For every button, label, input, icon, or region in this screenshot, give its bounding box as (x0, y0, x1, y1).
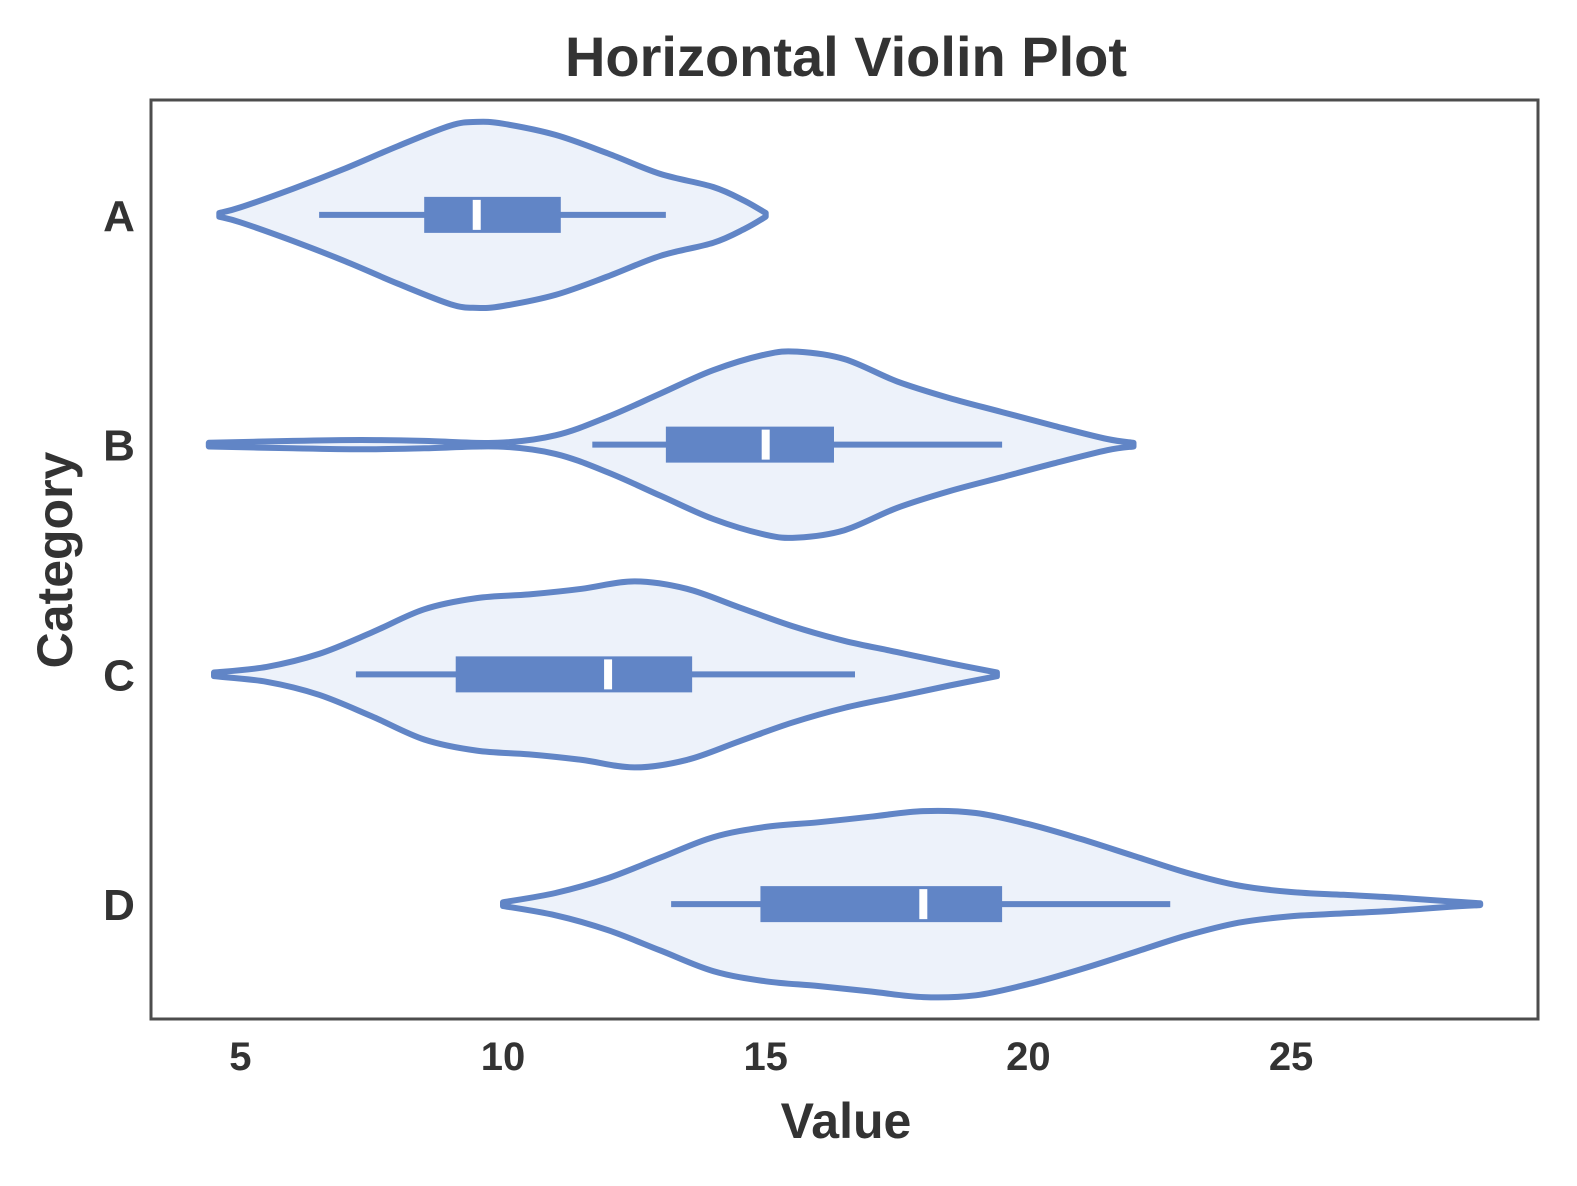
violin-d (500, 807, 1484, 1001)
violins-layer (205, 118, 1484, 1001)
x-axis-label: Value (781, 1093, 912, 1149)
x-tick-label-25: 25 (1269, 1035, 1314, 1079)
iqr-box-c (455, 656, 693, 693)
x-tick-labels: 5 10 15 20 25 (229, 1035, 1313, 1079)
y-axis-label: Category (27, 451, 83, 668)
iqr-box-d (760, 886, 1003, 923)
y-tick-label-c: C (103, 651, 135, 700)
iqr-box-b (665, 426, 834, 463)
x-tick-label-10: 10 (481, 1035, 526, 1079)
chart-title: Horizontal Violin Plot (565, 25, 1127, 88)
x-tick-label-15: 15 (743, 1035, 788, 1079)
y-tick-label-a: A (103, 192, 135, 241)
median-mark-b (761, 429, 770, 460)
iqr-box-a (424, 196, 561, 233)
violin-a (216, 118, 769, 312)
median-mark-a (472, 199, 481, 230)
median-mark-d (919, 889, 928, 920)
violin-b (205, 348, 1137, 541)
y-tick-label-b: B (103, 422, 135, 471)
violin-c (211, 578, 1000, 771)
y-tick-label-d: D (103, 881, 135, 930)
x-tick-label-5: 5 (229, 1035, 251, 1079)
x-tick-label-20: 20 (1006, 1035, 1051, 1079)
median-mark-c (604, 659, 613, 690)
y-tick-labels: A B C D (103, 192, 135, 930)
